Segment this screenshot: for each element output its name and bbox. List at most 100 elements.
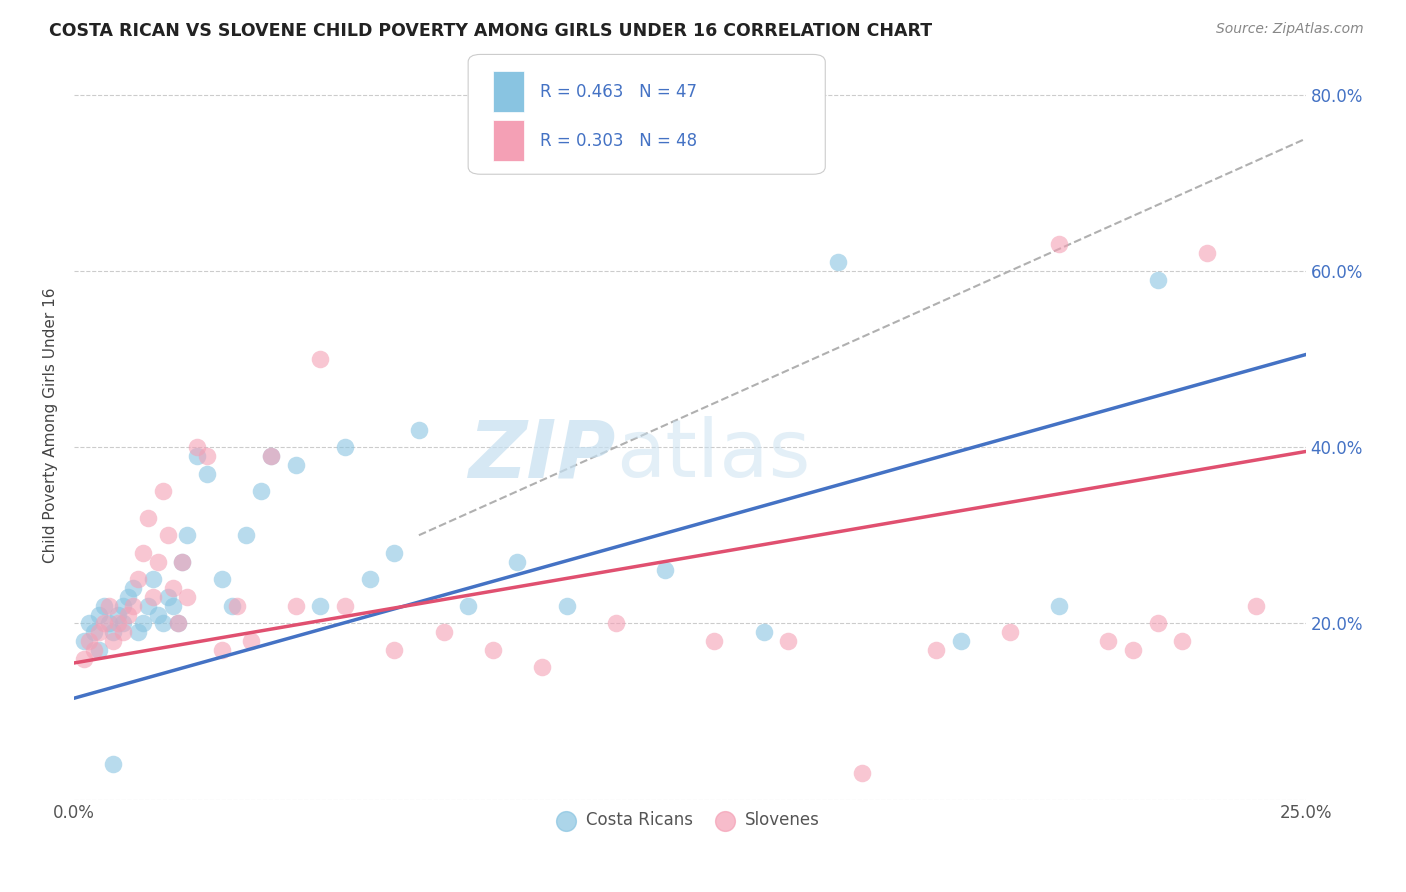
Point [107,616,129,631]
Point [309,351,332,366]
Point [112,616,135,631]
Point [77,616,100,631]
Point [166,616,188,631]
Point [333,440,356,454]
Text: R = 0.463   N = 47: R = 0.463 N = 47 [540,83,696,101]
Point [117,607,139,622]
Point [176,528,198,542]
Point [103,625,125,640]
Point [127,625,149,640]
Point [132,616,155,631]
Point [654,564,676,578]
Point [162,599,184,613]
Point [851,766,873,780]
Y-axis label: Child Poverty Among Girls Under 16: Child Poverty Among Girls Under 16 [44,287,58,563]
Point [195,449,218,463]
Point [156,528,179,542]
Point [778,634,800,648]
Point [752,625,775,640]
Point [998,625,1021,640]
Point [1246,599,1268,613]
Point [531,660,554,674]
Point [827,255,849,269]
Point [481,642,503,657]
Point [240,634,263,648]
Point [152,616,174,631]
Point [83,642,105,657]
Point [359,572,381,586]
Point [122,581,145,595]
Point [152,484,174,499]
Point [132,546,155,560]
Text: atlas: atlas [616,416,810,494]
Point [107,607,129,622]
Point [146,555,169,569]
Point [703,634,725,648]
Point [146,607,169,622]
Point [457,599,479,613]
Point [1097,634,1119,648]
Point [1122,642,1144,657]
Point [162,581,184,595]
Point [1047,237,1070,252]
Point [221,599,243,613]
FancyBboxPatch shape [468,54,825,174]
Point [172,555,194,569]
Point [250,484,273,499]
FancyBboxPatch shape [492,120,523,161]
Point [260,449,283,463]
Point [176,590,198,604]
Point [605,616,627,631]
Point [211,642,233,657]
Point [136,599,159,613]
Point [103,634,125,648]
Point [112,599,135,613]
Point [333,599,356,613]
Point [555,599,578,613]
Point [949,634,972,648]
Point [127,572,149,586]
Point [284,458,307,472]
Point [93,599,115,613]
Point [156,590,179,604]
Point [117,590,139,604]
Point [382,642,405,657]
Point [122,599,145,613]
Point [186,440,208,454]
Point [235,528,257,542]
Point [112,625,135,640]
Point [195,467,218,481]
Point [432,625,454,640]
Text: COSTA RICAN VS SLOVENE CHILD POVERTY AMONG GIRLS UNDER 16 CORRELATION CHART: COSTA RICAN VS SLOVENE CHILD POVERTY AMO… [49,22,932,40]
Point [309,599,332,613]
Point [77,634,100,648]
Point [284,599,307,613]
Point [87,607,110,622]
Point [97,599,120,613]
Point [73,651,96,665]
Point [87,625,110,640]
Point [1047,599,1070,613]
Point [136,510,159,524]
Point [408,423,430,437]
Point [97,616,120,631]
Point [260,449,283,463]
Point [925,642,948,657]
Point [186,449,208,463]
Text: ZIP: ZIP [468,416,616,494]
Point [142,572,165,586]
Text: Source: ZipAtlas.com: Source: ZipAtlas.com [1216,22,1364,37]
Point [83,625,105,640]
Point [172,555,194,569]
Point [1146,273,1168,287]
Point [225,599,247,613]
FancyBboxPatch shape [492,71,523,112]
Point [87,642,110,657]
Legend: Costa Ricans, Slovenes: Costa Ricans, Slovenes [553,805,827,836]
Point [73,634,96,648]
Point [93,616,115,631]
Point [1171,634,1194,648]
Point [1146,616,1168,631]
Point [103,757,125,772]
Point [382,546,405,560]
